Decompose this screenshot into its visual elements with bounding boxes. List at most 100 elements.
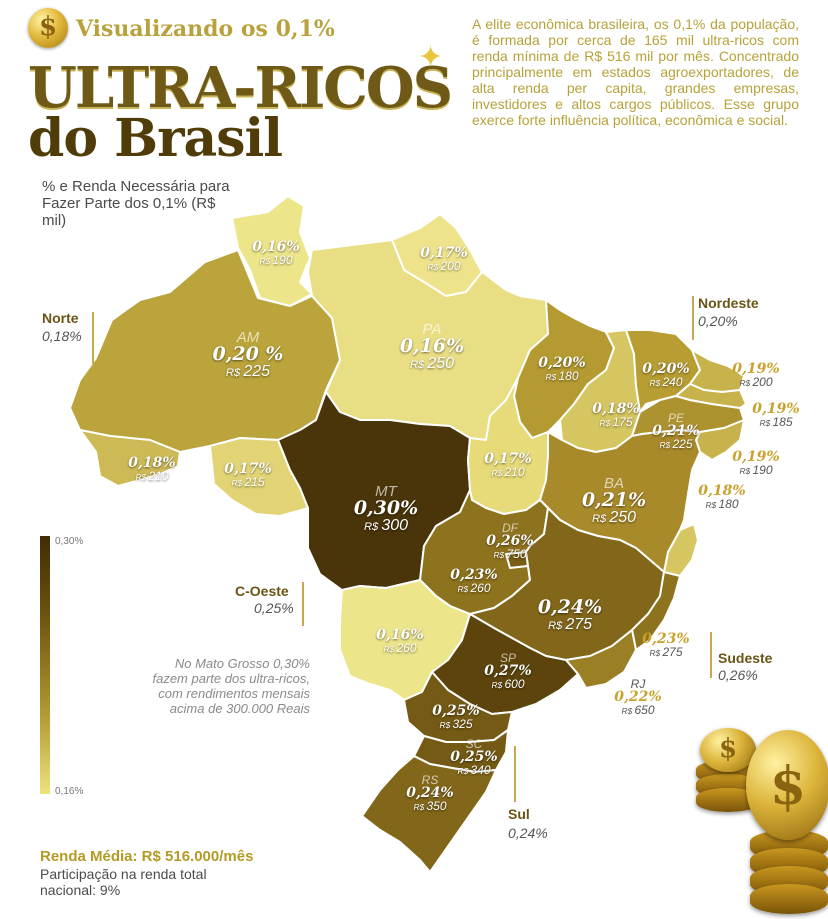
- state-income: R$ 225: [213, 364, 284, 380]
- currency-prefix: R$: [409, 359, 428, 371]
- state-pct: 0,19%: [732, 361, 780, 377]
- state-abbr: DF: [502, 521, 518, 535]
- region-pct-sudeste: 0,26%: [718, 667, 758, 683]
- intro-text: A elite econômica brasileira, os 0,1% da…: [472, 16, 799, 128]
- income-value: 650: [634, 703, 655, 717]
- currency-prefix: R$: [413, 802, 427, 812]
- state-abbr: PE: [667, 411, 684, 425]
- region-name-sul: Sul: [508, 806, 530, 822]
- state-pct: 0,18%: [128, 455, 176, 471]
- region-pct-coeste: 0,25%: [254, 600, 294, 616]
- state-abbr: BA: [603, 475, 624, 492]
- state-income: R$ 210: [484, 466, 531, 478]
- state-label: 0,18% R$ 180: [698, 484, 745, 510]
- page-title-line1: ULTRA-RICOS: [28, 55, 453, 121]
- income-value: 210: [148, 469, 169, 483]
- state-income: R$ 260: [376, 642, 423, 654]
- state-income: R$ 200: [420, 260, 467, 272]
- state-label: RS 0,24% R$ 350: [406, 774, 453, 812]
- region-line-nordeste: [692, 296, 694, 340]
- income-value: 185: [772, 415, 793, 429]
- currency-prefix: R$: [739, 378, 753, 388]
- state-label: 0,23% R$ 275: [642, 632, 689, 658]
- state-pct: 0,22%: [614, 689, 662, 705]
- currency-prefix: R$: [457, 584, 471, 594]
- income-value: 325: [452, 717, 473, 731]
- legend-title: % e Renda Necessária para Fazer Parte do…: [42, 178, 230, 229]
- income-value: 250: [609, 509, 637, 526]
- currency-prefix: R$: [759, 418, 773, 428]
- income-value: 275: [565, 616, 593, 633]
- state-shape-sp: [431, 613, 579, 715]
- state-label: 0,16% R$ 190: [252, 240, 299, 266]
- state-income: R$ 275: [538, 617, 602, 633]
- state-pct: 0,25%: [432, 703, 480, 719]
- state-label: BA 0,21% R$ 250: [582, 476, 646, 526]
- state-label: 0,19% R$ 190: [732, 450, 779, 476]
- income-value: 190: [272, 253, 293, 267]
- income-value: 225: [672, 437, 693, 451]
- state-income: R$ 275: [642, 646, 689, 658]
- scale-max-label: 0,30%: [55, 536, 84, 547]
- sparkle-icon: ✦: [418, 41, 444, 74]
- state-label: 0,17% R$ 215: [224, 462, 271, 488]
- state-income: R$ 175: [592, 416, 639, 428]
- state-pct: 0,19%: [732, 449, 780, 465]
- income-value: 200: [440, 259, 461, 273]
- average-income: Renda Média: R$ 516.000/mês: [40, 848, 254, 865]
- region-name-nordeste: Nordeste: [698, 295, 759, 311]
- state-income: R$ 600: [484, 678, 531, 690]
- income-value: 215: [244, 475, 265, 489]
- state-label: SC 0,25% R$ 340: [450, 738, 497, 776]
- currency-prefix: R$: [545, 372, 559, 382]
- state-income: R$ 200: [732, 376, 779, 388]
- state-income: R$ 325: [432, 718, 479, 730]
- state-shape-rj: [565, 629, 637, 689]
- state-abbr: SP: [499, 651, 516, 665]
- state-income: R$ 210: [128, 470, 175, 482]
- state-abbr: PA: [422, 321, 442, 338]
- region-line-sul: [514, 746, 516, 802]
- income-value: 190: [752, 463, 773, 477]
- state-pct: 0,16%: [399, 335, 465, 357]
- state-income: R$ 190: [252, 254, 299, 266]
- currency-prefix: R$: [649, 648, 663, 658]
- income-value: 260: [396, 641, 417, 655]
- currency-prefix: R$: [491, 468, 505, 478]
- state-abbr: RS: [421, 773, 439, 787]
- state-income: R$ 340: [450, 764, 497, 776]
- currency-prefix: R$: [427, 262, 441, 272]
- scale-min-label: 0,16%: [55, 786, 84, 797]
- state-abbr: RJ: [630, 677, 646, 691]
- state-label: 0,23% R$ 260: [450, 568, 497, 594]
- income-value: 225: [243, 363, 271, 380]
- region-name-sudeste: Sudeste: [718, 650, 773, 666]
- state-label: AM 0,20 % R$ 225: [213, 330, 284, 380]
- region-pct-nordeste: 0,20%: [698, 313, 738, 329]
- currency-prefix: R$: [705, 500, 719, 510]
- state-pct: 0,20%: [642, 361, 690, 377]
- currency-prefix: R$: [225, 367, 244, 379]
- income-value: 260: [470, 581, 491, 595]
- state-label: 0,17% R$ 210: [484, 452, 531, 478]
- coin-stack-icon: $ $: [690, 720, 828, 919]
- state-pct: 0,23%: [642, 631, 690, 647]
- state-label: 0,19% R$ 185: [752, 402, 799, 428]
- state-label: SP 0,27% R$ 600: [484, 652, 531, 690]
- region-line-norte: [92, 312, 94, 364]
- state-income: R$ 300: [354, 518, 418, 534]
- income-value: 340: [470, 763, 491, 777]
- state-shape-rr: [231, 195, 313, 307]
- state-shape-ac: [79, 429, 181, 487]
- state-label: 0,19% R$ 200: [732, 362, 779, 388]
- state-income: R$ 180: [538, 370, 585, 382]
- income-value: 250: [427, 355, 455, 372]
- currency-prefix: R$: [739, 466, 753, 476]
- state-label: DF 0,26% R$ 750: [486, 522, 533, 560]
- note-text: No Mato Grosso 0,30% fazem parte dos ult…: [152, 656, 310, 716]
- income-value: 210: [504, 465, 525, 479]
- currency-prefix: R$: [493, 550, 507, 560]
- state-label: 0,17% R$ 200: [420, 246, 467, 272]
- state-abbr: MT: [375, 483, 397, 500]
